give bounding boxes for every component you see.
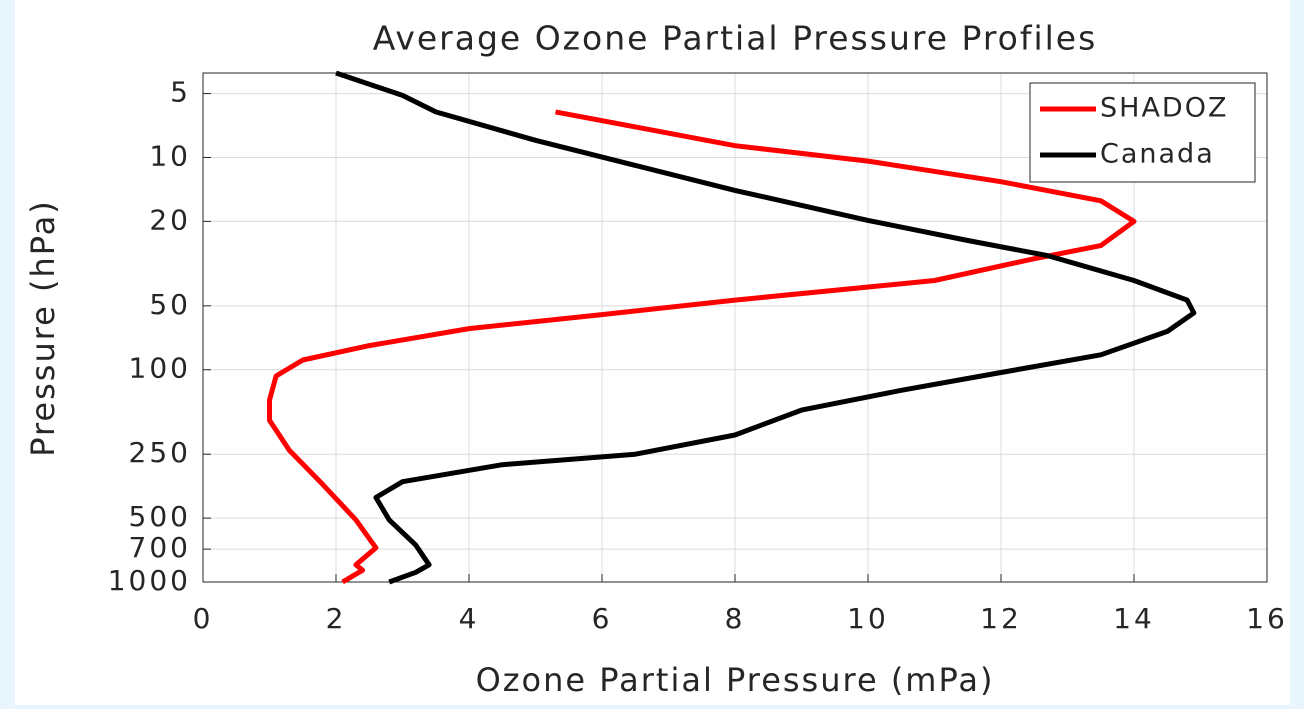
- x-tick-label: 2: [326, 602, 347, 635]
- x-tick-label: 6: [592, 602, 613, 635]
- x-tick-label: 8: [725, 602, 746, 635]
- x-tick-label: 14: [1113, 602, 1155, 635]
- x-tick-label: 0: [193, 602, 214, 635]
- y-axis-label: Pressure (hPa): [24, 199, 62, 457]
- y-tick-label: 500: [129, 500, 191, 533]
- x-tick-label: 12: [980, 602, 1022, 635]
- y-tick-label: 250: [129, 436, 191, 469]
- x-tick-label: 16: [1246, 602, 1288, 635]
- legend-label: Canada: [1100, 139, 1215, 170]
- plot-frame: [202, 72, 1268, 583]
- x-axis-label: Ozone Partial Pressure (mPa): [476, 661, 995, 699]
- y-tick-label: 700: [129, 531, 191, 564]
- series-line: [335, 70, 1197, 585]
- y-tick-label: 10: [149, 139, 191, 172]
- y-tick-label: 20: [149, 203, 191, 236]
- x-tick-label: 4: [459, 602, 480, 635]
- series-line: [267, 109, 1137, 585]
- y-tick-label: 50: [149, 288, 191, 321]
- x-tick-label: 10: [847, 602, 889, 635]
- y-tick-label: 5: [170, 76, 191, 109]
- legend-box: [1029, 82, 1256, 183]
- y-tick-label: 1000: [108, 564, 191, 597]
- chart-title: Average Ozone Partial Pressure Profiles: [373, 19, 1098, 58]
- legend-label: SHADOZ: [1100, 93, 1228, 124]
- y-tick-label: 100: [129, 352, 191, 385]
